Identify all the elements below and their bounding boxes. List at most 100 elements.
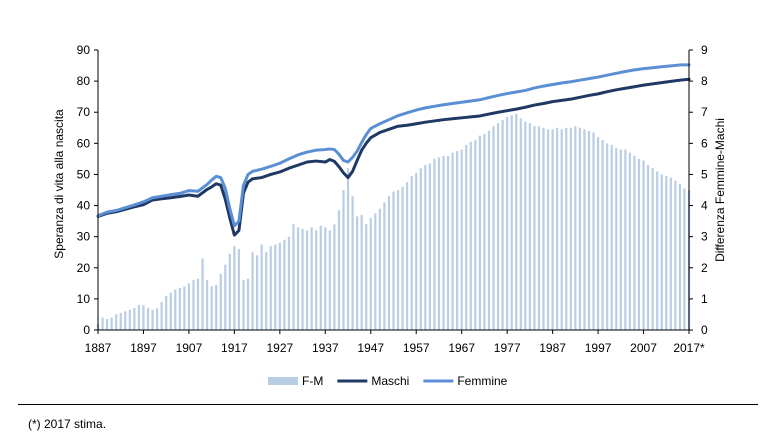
fm-bar [246,278,250,330]
right-tick-label: 2 [701,261,708,275]
y-axis-label-right: Differenza Femmine-Machi [713,118,727,262]
fm-bar [515,113,518,330]
fm-bar [360,214,363,330]
fm-bar [642,160,645,330]
fm-bar [137,305,141,330]
fm-bar [674,180,677,330]
fm-bar [210,286,213,330]
fm-bar [551,129,554,330]
fm-bar [428,163,431,330]
fm-bar [174,289,177,330]
fm-bar [474,140,477,330]
fm-bar [556,127,559,330]
fm-bar [669,177,672,330]
fm-bar [546,129,550,330]
fm-bar [406,182,409,330]
fm-bar [401,186,404,330]
fm-bar [560,129,563,330]
right-tick-label: 8 [701,74,708,88]
axes [97,50,690,331]
fm-bar [496,123,500,330]
fm-bar [292,224,295,330]
fm-bar [592,132,595,330]
fm-bar [469,141,472,330]
fm-bar [187,283,191,330]
fm-bar [351,196,354,330]
right-tick-label: 9 [701,43,708,57]
fm-bar [301,228,304,330]
fm-bar [615,148,618,330]
fm-bar [269,246,272,330]
y-axis-label-left: Speranza di vita alla nascita [52,109,66,259]
x-tick-label: 1997 [585,341,612,355]
x-tick-label: 2007 [630,341,657,355]
fm-bar [287,236,291,330]
fm-bar [105,319,109,330]
fm-bar [587,130,591,330]
fm-bar [183,286,186,330]
fm-bar [306,230,309,330]
line-femmine [96,63,691,228]
x-tick-label: 1907 [176,341,203,355]
right-tick-label: 1 [701,292,708,306]
fm-bar [219,274,222,330]
x-axis-ticks: 1887 1897 1907 1917 1927 1937 1947 1957 1967 1977… [85,330,705,355]
fm-bar [274,244,277,330]
fm-bar [260,244,263,330]
left-tick-label: 10 [77,292,91,306]
left-tick-label: 50 [77,167,91,181]
fm-bar [537,126,541,330]
legend-label-maschi: Maschi [371,374,409,388]
fm-bar [506,116,509,330]
fm-bar [378,208,381,330]
fm-bar [142,305,145,330]
fm-bar [315,230,318,330]
fm-bar [424,165,427,330]
fm-bar [651,168,654,330]
fm-bar [296,227,300,330]
fm-bar [596,137,600,330]
right-tick-label: 4 [701,199,708,213]
fm-bar [569,127,572,330]
x-tick-label: 1927 [266,341,293,355]
fm-bar [328,230,331,330]
fm-bar [319,225,322,330]
fm-bar [665,176,668,330]
fm-bar [451,152,454,330]
fm-bar [283,239,286,330]
x-tick-label: 1887 [85,341,112,355]
fm-bar [324,227,327,330]
fm-bar [133,308,136,330]
fm-bar [628,152,631,330]
fm-bar [224,264,227,330]
fm-bar [383,202,386,330]
fm-bar [346,168,350,330]
fm-bar [169,292,172,330]
fm-bar [410,176,413,330]
fm-bar [656,171,659,330]
x-tick-label: 1917 [221,341,248,355]
fm-bar [578,127,581,330]
right-tick-label: 0 [701,323,708,337]
fm-bar [446,155,450,330]
x-tick-label: 2017* [673,341,705,355]
fm-bar [396,190,400,330]
line-maschi [96,77,691,237]
footnote: (*) 2017 stima. [28,417,107,431]
fm-bar [160,302,163,330]
fm-bar [365,224,368,330]
fm-bar [251,252,254,330]
fm-bar [201,258,204,330]
fm-bars [96,113,691,330]
fm-bar [237,249,241,330]
fm-bar [683,188,686,330]
fm-bar [574,126,577,330]
right-tick-label: 6 [701,136,708,150]
fm-bar [519,118,522,330]
fm-bar [278,242,281,330]
left-tick-label: 60 [77,136,91,150]
fm-bar [215,284,218,330]
fm-bar [633,155,636,330]
fm-bar [501,120,504,330]
